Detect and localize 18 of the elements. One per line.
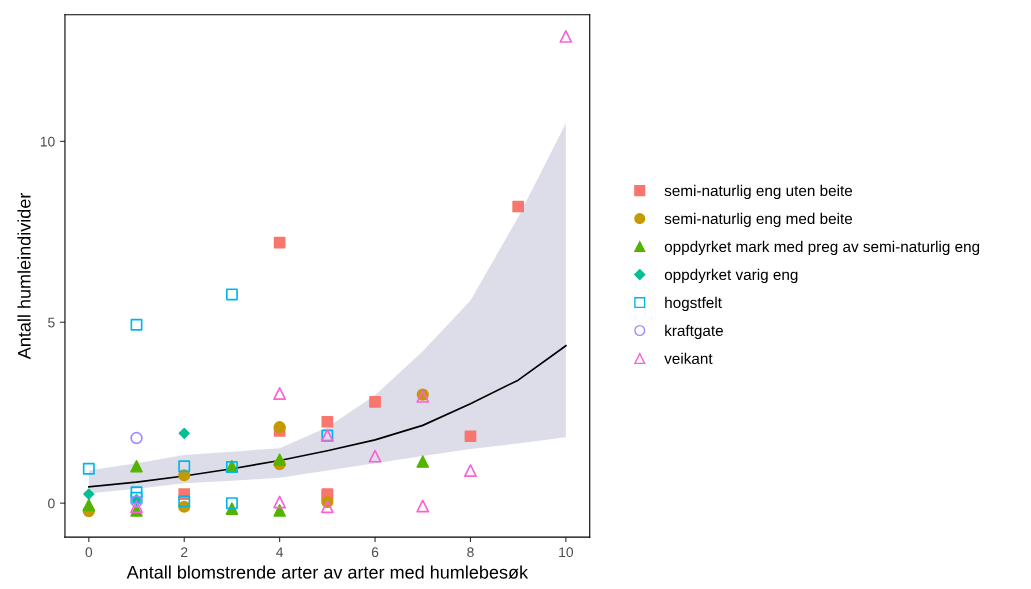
y-tick-label: 0 bbox=[48, 498, 55, 509]
legend-label: oppdyrket varig eng bbox=[664, 268, 798, 284]
y-tick-label: 5 bbox=[48, 317, 55, 328]
x-axis-title: Antall blomstrende arter av arter med humlebesøk bbox=[126, 565, 529, 579]
x-tick-label: 8 bbox=[467, 547, 474, 558]
legend-label: kraftgate bbox=[665, 324, 723, 340]
legend-label: hogstfelt bbox=[665, 296, 722, 312]
y-tick-label: 10 bbox=[40, 136, 55, 147]
x-tick-label: 10 bbox=[559, 547, 574, 558]
x-tick-label: 0 bbox=[85, 547, 93, 558]
y-axis-title: Antall humleindivider bbox=[17, 192, 31, 360]
legend-label: semi-naturlig eng uten beite bbox=[664, 184, 853, 200]
x-tick-label: 6 bbox=[371, 547, 379, 558]
legend-label: veikant bbox=[664, 352, 713, 365]
legend-label: oppdyrket mark med preg av semi-naturlig eng bbox=[664, 240, 980, 256]
legend-label: semi-naturlig eng med beite bbox=[664, 212, 853, 228]
x-tick-label: 2 bbox=[181, 547, 188, 557]
x-tick-label: 4 bbox=[276, 547, 284, 557]
